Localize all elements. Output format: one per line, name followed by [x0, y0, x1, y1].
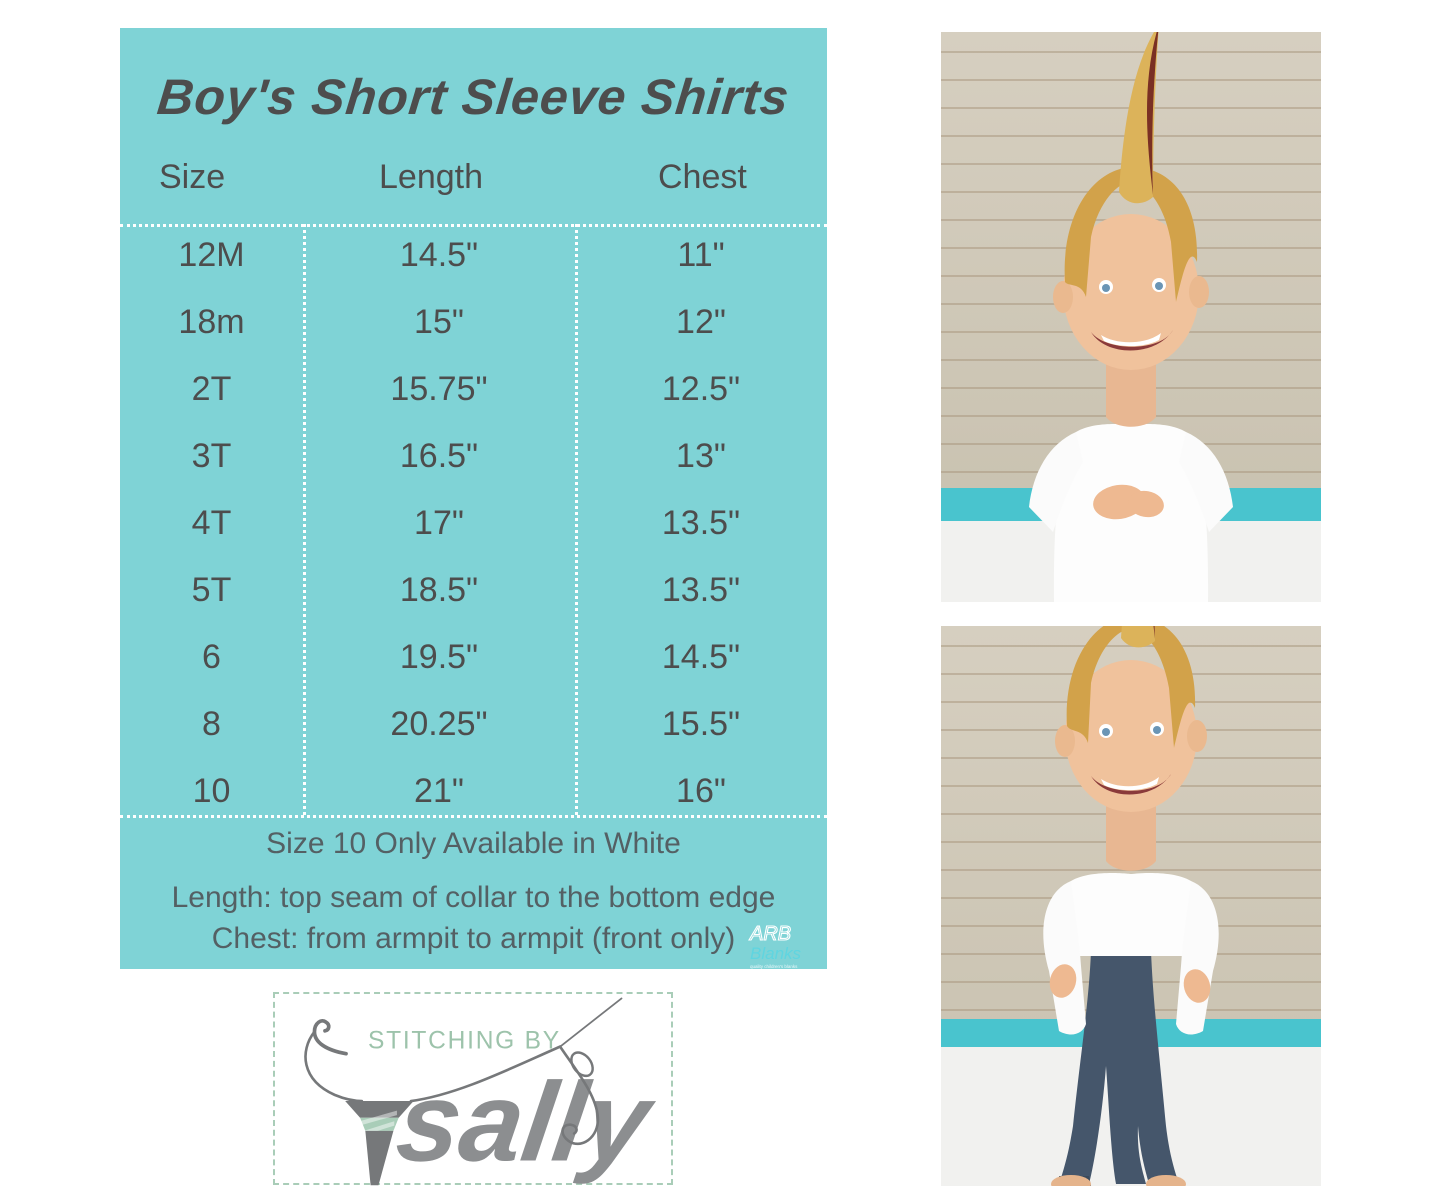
svg-text:Blanks: Blanks	[750, 944, 802, 963]
svg-text:STITCHING BY: STITCHING BY	[368, 1027, 561, 1054]
svg-text:sally: sally	[390, 1059, 663, 1184]
svg-text:ARB: ARB	[749, 923, 791, 945]
svg-text:quality children's blanks: quality children's blanks	[750, 964, 798, 969]
